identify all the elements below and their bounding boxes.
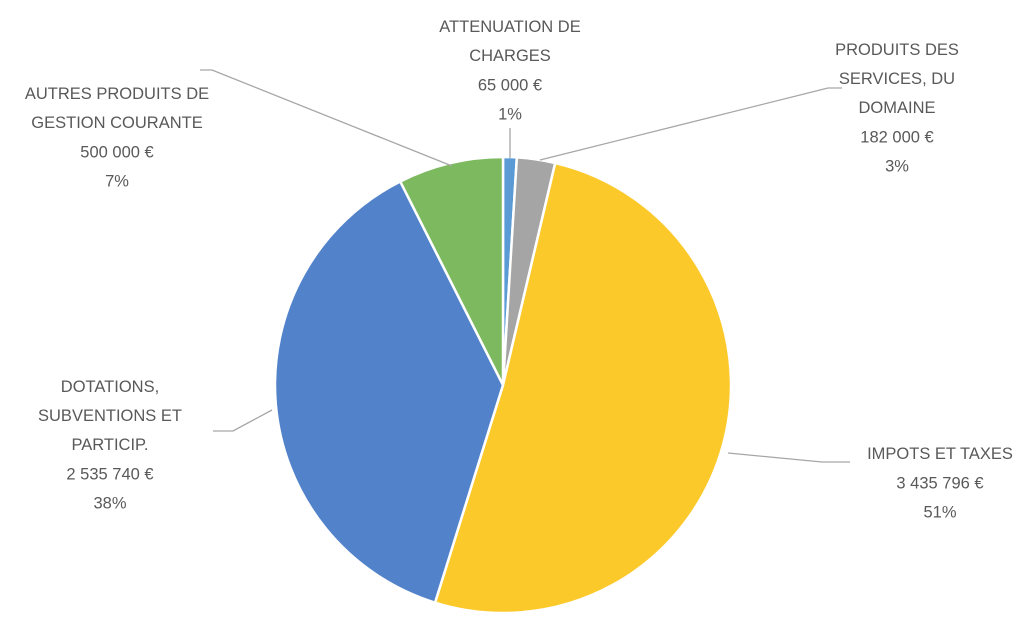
leader-line <box>200 69 453 167</box>
percent-label: 7% <box>105 172 129 190</box>
value-label: 3 435 796 € <box>896 474 983 492</box>
category-line: DOMAINE <box>858 99 935 117</box>
percent-label: 51% <box>923 503 956 521</box>
data-label: AUTRES PRODUITS DE GESTION COURANTE <box>25 85 209 132</box>
value-label: 500 000 € <box>80 143 153 161</box>
percent-label: 38% <box>93 494 126 512</box>
value-label: 2 535 740 € <box>66 465 153 483</box>
category-line: AUTRES PRODUITS DE <box>25 85 209 103</box>
category-line: PARTICIP. <box>71 436 148 454</box>
data-label: ATTENUATION DE CHARGES <box>439 18 580 65</box>
category-label: DOTATIONS, SUBVENTIONS ET PARTICIP. <box>38 378 182 454</box>
category-line: SUBVENTIONS ET <box>38 407 182 425</box>
category-line: GESTION COURANTE <box>31 114 202 132</box>
data-label: DOTATIONS, SUBVENTIONS ET PARTICIP. <box>38 378 182 454</box>
data-label: PRODUITS DES SERVICES, DU DOMAINE <box>835 41 959 117</box>
category-label: ATTENUATION DE CHARGES <box>439 18 580 65</box>
category-label: IMPOTS ET TAXES <box>867 445 1013 463</box>
leader-line <box>539 87 842 161</box>
category-label: PRODUITS DES SERVICES, DU DOMAINE <box>835 41 959 117</box>
category-label: AUTRES PRODUITS DE GESTION COURANTE <box>25 85 209 132</box>
data-label: IMPOTS ET TAXES <box>867 445 1013 463</box>
value-label: 65 000 € <box>478 76 542 94</box>
pie-slice <box>398 155 505 386</box>
pie-slice <box>273 179 505 605</box>
category-line: IMPOTS ET TAXES <box>867 445 1013 463</box>
category-line: DOTATIONS, <box>61 378 159 396</box>
category-line: ATTENUATION DE <box>439 18 580 36</box>
leader-line <box>213 409 273 432</box>
percent-label: 1% <box>498 105 522 123</box>
category-line: CHARGES <box>469 47 551 65</box>
pie-slice <box>433 161 733 615</box>
category-line: SERVICES, DU <box>839 70 955 88</box>
leader-line <box>727 452 850 463</box>
value-label: 182 000 € <box>860 128 933 146</box>
category-line: PRODUITS DES <box>835 41 959 59</box>
percent-label: 3% <box>885 157 909 175</box>
